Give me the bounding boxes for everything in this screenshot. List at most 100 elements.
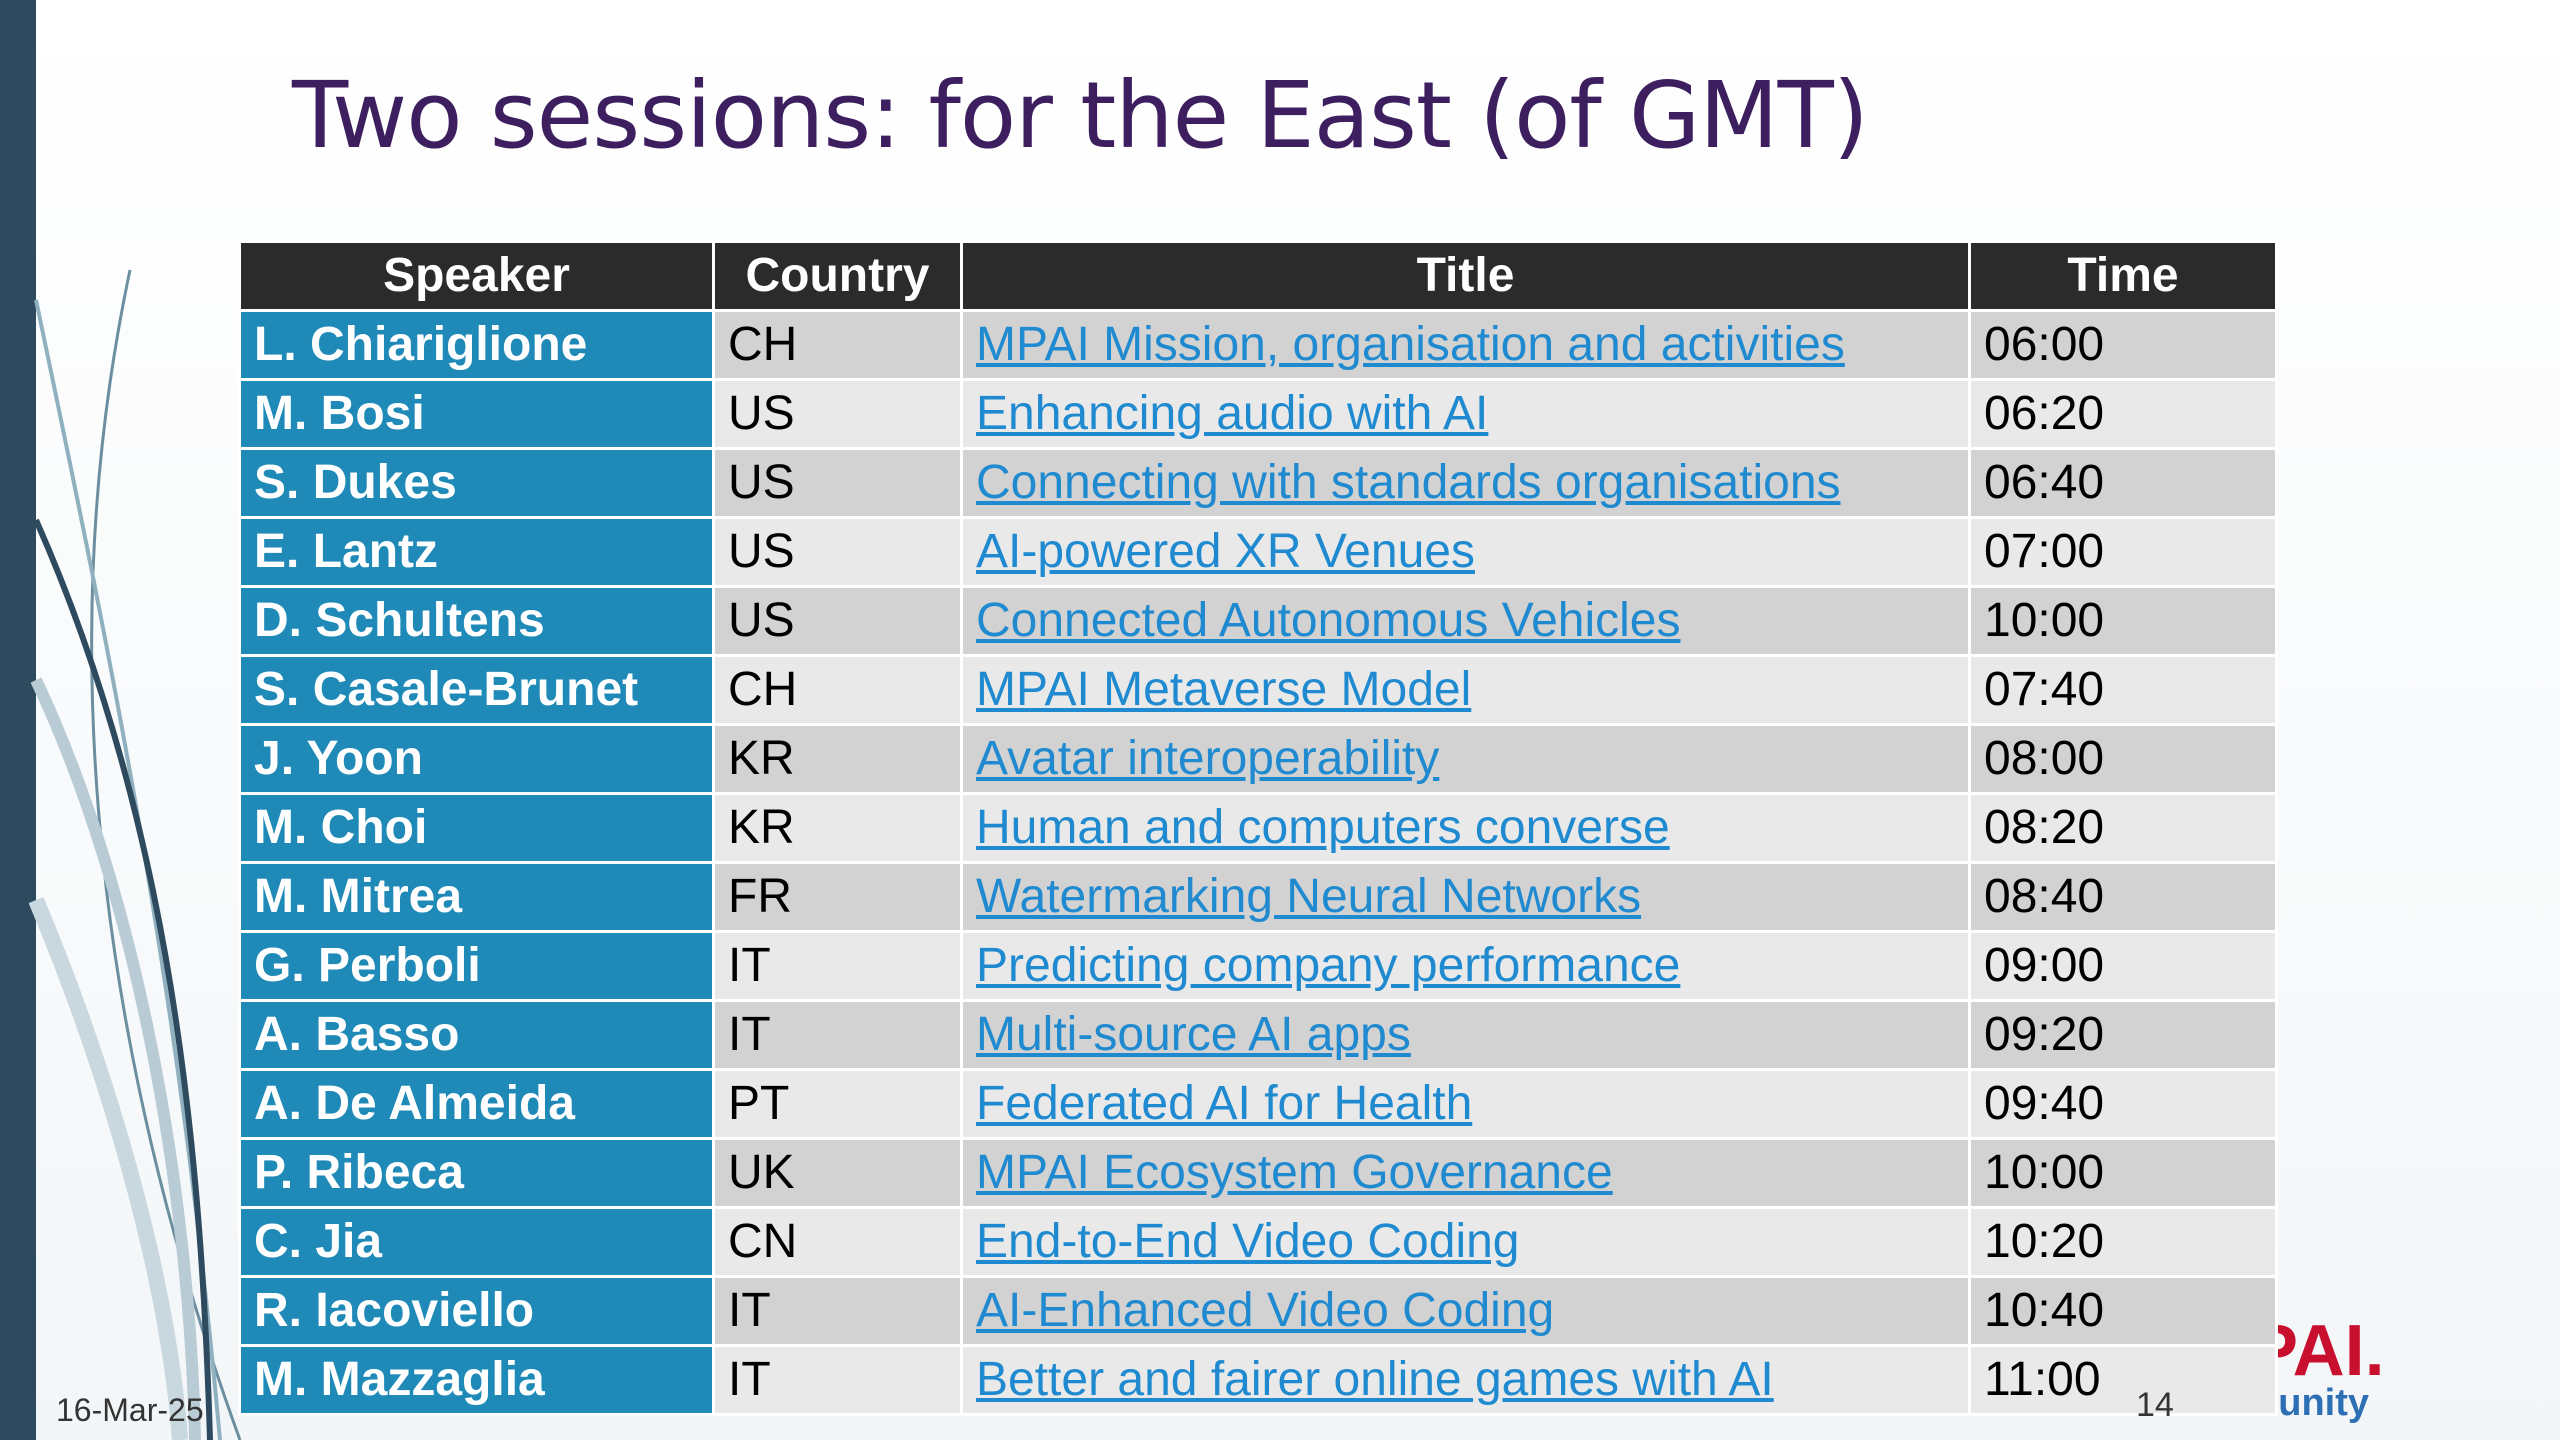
talk-link[interactable]: Avatar interoperability (976, 732, 1440, 785)
country-cell: IT (712, 999, 963, 1071)
side-bar (0, 0, 36, 1440)
speaker-cell: P. Ribeca (238, 1137, 715, 1209)
talk-link[interactable]: Human and computers converse (976, 801, 1670, 854)
table-row: D. Schultens US Connected Autonomous Vehic… (238, 585, 2278, 657)
time-cell: 10:40 (1968, 1275, 2278, 1347)
table-row: M. Mitrea FR Watermarking Neural Networks 0… (238, 861, 2278, 933)
talk-link[interactable]: Connected Autonomous Vehicles (976, 594, 1681, 647)
title-cell: AI-powered XR Venues (960, 516, 1971, 588)
speaker-cell: M. Mitrea (238, 861, 715, 933)
talk-link[interactable]: Watermarking Neural Networks (976, 870, 1642, 923)
speaker-cell: A. De Almeida (238, 1068, 715, 1140)
talk-link[interactable]: MPAI Ecosystem Governance (976, 1146, 1613, 1199)
table-row: L. Chiariglione CH MPAI Mission, organisat… (238, 309, 2278, 381)
speaker-cell: M. Mazzaglia (238, 1344, 715, 1416)
table-row: A. Basso IT Multi-source AI apps 09:20 (238, 999, 2278, 1071)
header-cell: Title (960, 240, 1971, 312)
talk-link[interactable]: Better and fairer online games with AI (976, 1353, 1774, 1406)
country-cell: US (712, 378, 963, 450)
time-cell: 08:20 (1968, 792, 2278, 864)
title-cell: Avatar interoperability (960, 723, 1971, 795)
time-cell: 08:00 (1968, 723, 2278, 795)
talk-link[interactable]: Predicting company performance (976, 939, 1681, 992)
title-cell: MPAI Metaverse Model (960, 654, 1971, 726)
table-row: M. Bosi US Enhancing audio with AI 06:20 (238, 378, 2278, 450)
talk-link[interactable]: MPAI Metaverse Model (976, 663, 1472, 716)
title-cell: Human and computers converse (960, 792, 1971, 864)
table-row: S. Dukes US Connecting with standards orga… (238, 447, 2278, 519)
talk-link[interactable]: Multi-source AI apps (976, 1008, 1411, 1061)
time-cell: 09:00 (1968, 930, 2278, 1002)
country-cell: US (712, 516, 963, 588)
country-cell: IT (712, 1344, 963, 1416)
decoration (28, 269, 242, 1440)
title-cell: Federated AI for Health (960, 1068, 1971, 1140)
header-row: Speaker Country Title Time (238, 240, 2278, 312)
speaker-cell: S. Dukes (238, 447, 715, 519)
country-cell: FR (712, 861, 963, 933)
talk-link[interactable]: Federated AI for Health (976, 1077, 1473, 1130)
table-body: L. Chiariglione CH MPAI Mission, organisat… (238, 309, 2278, 1416)
title-cell: AI-Enhanced Video Coding (960, 1275, 1971, 1347)
speaker-cell: C. Jia (238, 1206, 715, 1278)
schedule-table: Speaker Country Title Time L. Chiariglione C… (238, 240, 2278, 1416)
time-cell: 10:00 (1968, 1137, 2278, 1209)
table-row: M. Mazzaglia IT Better and fairer online g… (238, 1344, 2278, 1416)
talk-link[interactable]: MPAI Mission, organisation and activitie… (976, 318, 1845, 371)
talk-link[interactable]: End-to-End Video Coding (976, 1215, 1520, 1268)
table-row: R. Iacoviello IT AI-Enhanced Video Coding 1… (238, 1275, 2278, 1347)
title-cell: Predicting company performance (960, 930, 1971, 1002)
header-cell: Time (1968, 240, 2278, 312)
time-cell: 06:40 (1968, 447, 2278, 519)
speaker-cell: E. Lantz (238, 516, 715, 588)
talk-link[interactable]: AI-Enhanced Video Coding (976, 1284, 1555, 1337)
country-cell: US (712, 447, 963, 519)
header-cell: Speaker (238, 240, 715, 312)
table-row: C. Jia CN End-to-End Video Coding 10:20 (238, 1206, 2278, 1278)
title-cell: MPAI Ecosystem Governance (960, 1137, 1971, 1209)
table-row: S. Casale-Brunet CH MPAI Metaverse Model 07… (238, 654, 2278, 726)
time-cell: 06:20 (1968, 378, 2278, 450)
country-cell: CN (712, 1206, 963, 1278)
table-row: E. Lantz US AI-powered XR Venues 07:00 (238, 516, 2278, 588)
country-cell: IT (712, 1275, 963, 1347)
table-row: A. De Almeida PT Federated AI for Health 09… (238, 1068, 2278, 1140)
time-cell: 11:00 (1968, 1344, 2278, 1416)
table-row: G. Perboli IT Predicting company performan… (238, 930, 2278, 1002)
title-cell: Connecting with standards organisations (960, 447, 1971, 519)
speaker-cell: M. Choi (238, 792, 715, 864)
country-cell: PT (712, 1068, 963, 1140)
time-cell: 10:20 (1968, 1206, 2278, 1278)
page-number: 14 (2136, 1386, 2174, 1424)
talk-link[interactable]: Enhancing audio with AI (976, 387, 1489, 440)
talk-link[interactable]: Connecting with standards organisations (976, 456, 1841, 509)
country-cell: IT (712, 930, 963, 1002)
speaker-cell: J. Yoon (238, 723, 715, 795)
table-row: J. Yoon KR Avatar interoperability 08:00 (238, 723, 2278, 795)
title-cell: MPAI Mission, organisation and activitie… (960, 309, 1971, 381)
time-cell: 06:00 (1968, 309, 2278, 381)
date: 16-Mar-25 (56, 1392, 204, 1428)
title-cell: Enhancing audio with AI (960, 378, 1971, 450)
speaker-cell: D. Schultens (238, 585, 715, 657)
slide-title: Two sessions: for the East (of GMT) (292, 62, 1869, 169)
speaker-cell: M. Bosi (238, 378, 715, 450)
talk-link[interactable]: AI-powered XR Venues (976, 525, 1475, 578)
header-cell: Country (712, 240, 963, 312)
speaker-cell: S. Casale-Brunet (238, 654, 715, 726)
speaker-cell: L. Chiariglione (238, 309, 715, 381)
table-row: M. Choi KR Human and computers converse 08:… (238, 792, 2278, 864)
title-cell: Multi-source AI apps (960, 999, 1971, 1071)
country-cell: CH (712, 654, 963, 726)
time-cell: 09:20 (1968, 999, 2278, 1071)
time-cell: 08:40 (1968, 861, 2278, 933)
time-cell: 07:40 (1968, 654, 2278, 726)
country-cell: US (712, 585, 963, 657)
speaker-cell: A. Basso (238, 999, 715, 1071)
country-cell: UK (712, 1137, 963, 1209)
speaker-cell: G. Perboli (238, 930, 715, 1002)
country-cell: KR (712, 792, 963, 864)
title-cell: Watermarking Neural Networks (960, 861, 1971, 933)
time-cell: 10:00 (1968, 585, 2278, 657)
